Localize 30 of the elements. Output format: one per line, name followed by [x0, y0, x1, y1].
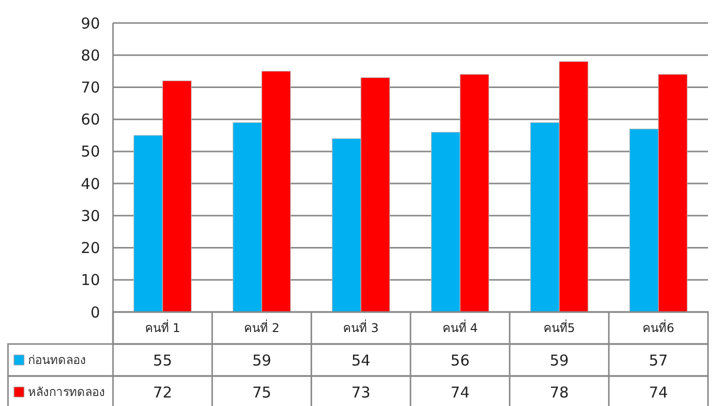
y-tick-label: 20 [80, 239, 100, 258]
data-label: 74 [648, 383, 668, 402]
y-tick-label: 0 [90, 303, 100, 322]
y-tick-label: 90 [80, 14, 100, 32]
x-tick-label: คนที่ 3 [343, 319, 379, 336]
y-tick-label: 30 [80, 206, 100, 225]
x-tick-label: คนที่ 4 [442, 319, 478, 336]
data-label: 56 [450, 351, 470, 370]
legend-label: ก่อนทดลอง [28, 353, 86, 368]
data-label: 59 [252, 351, 272, 370]
y-tick-label: 10 [80, 271, 100, 290]
x-tick-label: คนที่ 2 [244, 319, 280, 336]
x-tick-label: คนที่ 1 [144, 319, 180, 336]
legend-label: หลังการทดลอง [28, 385, 105, 400]
x-tick-label: คนที่6 [642, 319, 674, 336]
data-label: 54 [351, 351, 370, 370]
data-label: 74 [450, 383, 470, 402]
data-label: 55 [153, 351, 172, 370]
y-tick-label: 80 [80, 46, 100, 64]
data-label: 72 [153, 383, 172, 402]
data-label: 75 [252, 383, 272, 402]
y-tick-label: 50 [80, 142, 100, 161]
data-label: 73 [351, 383, 370, 402]
data-label: 59 [550, 351, 569, 370]
y-tick-label: 60 [80, 110, 100, 129]
data-label: 57 [648, 351, 668, 370]
y-tick-label: 40 [80, 174, 100, 193]
x-tick-label: คนที่5 [543, 319, 576, 336]
y-tick-label: 70 [80, 78, 100, 96]
data-label: 78 [550, 383, 569, 402]
